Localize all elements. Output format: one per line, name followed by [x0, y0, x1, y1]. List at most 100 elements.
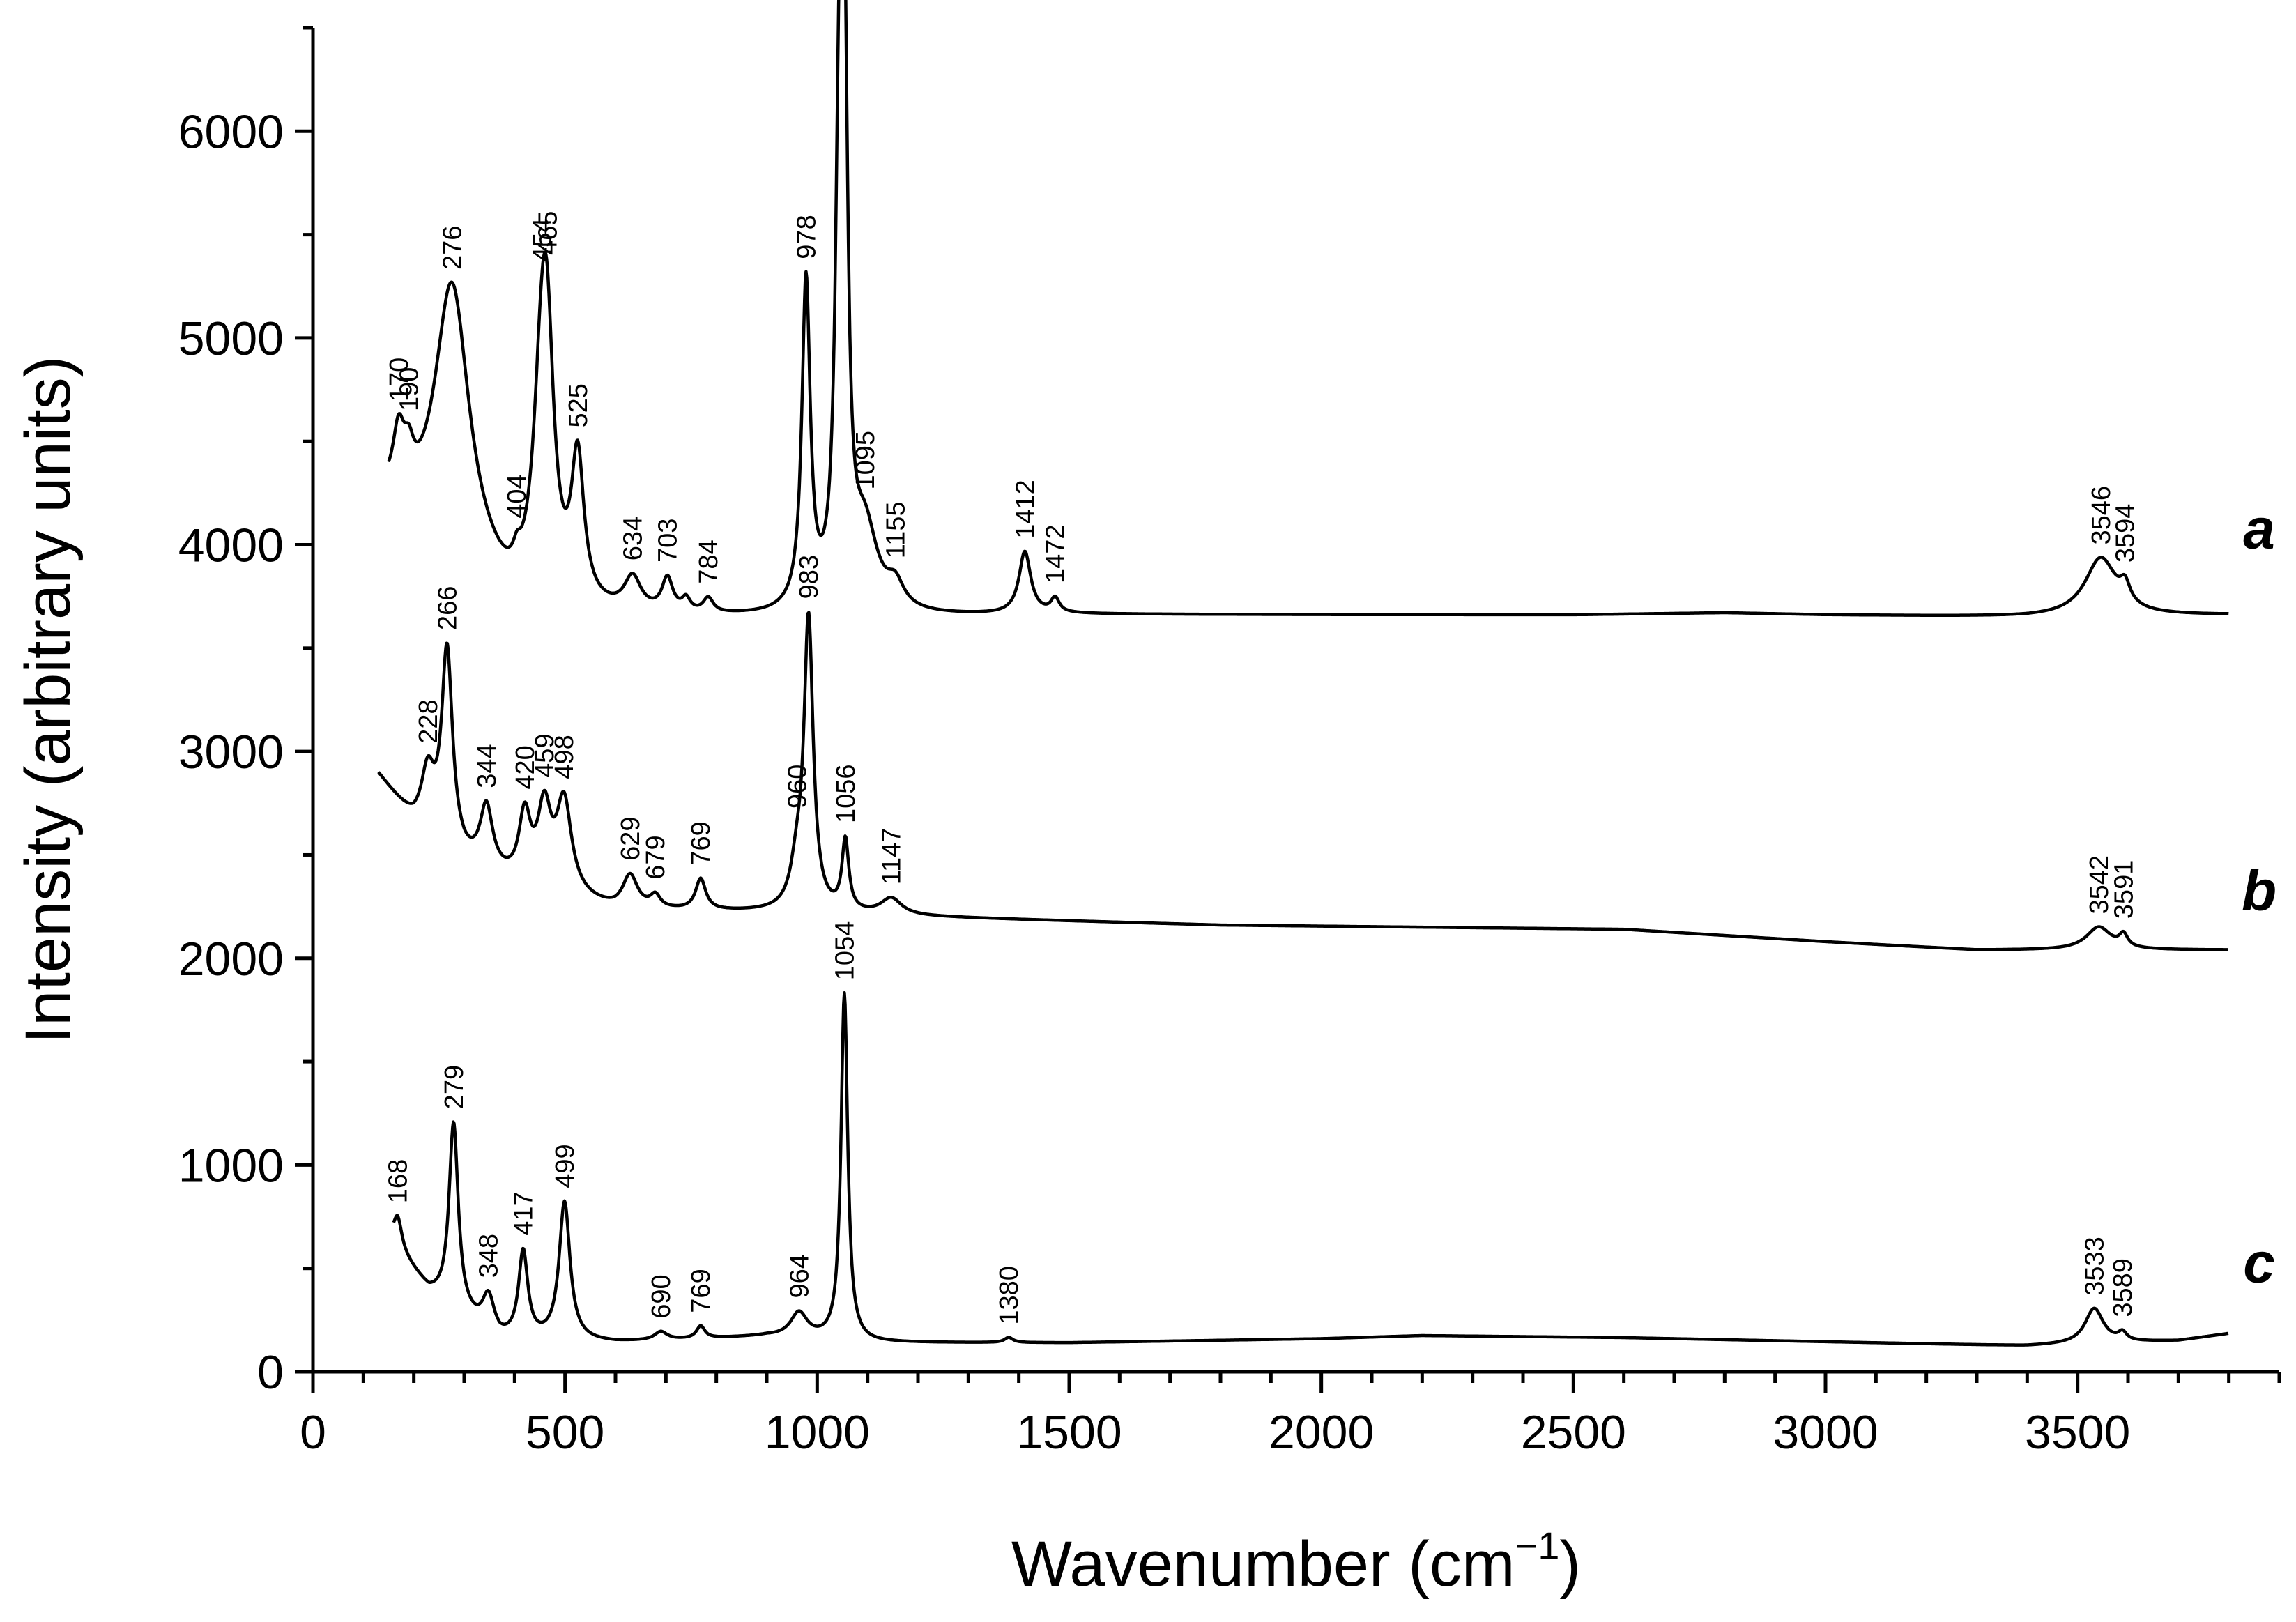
peak-label-text: 634 — [619, 517, 648, 560]
y-tick-label: 2000 — [178, 933, 284, 986]
peak-label-text: 465 — [533, 211, 562, 255]
peak-label-b-228: 228 — [414, 699, 443, 743]
peak-label-text: 784 — [694, 540, 724, 583]
peak-label-text: 190 — [395, 367, 424, 411]
x-tick-label: 500 — [526, 1406, 604, 1459]
peak-label-a-978: 978 — [792, 215, 821, 259]
peak-label-text: 498 — [550, 735, 579, 779]
peak-label-text: 1472 — [1041, 524, 1071, 583]
peak-label-text: 983 — [795, 555, 824, 599]
peak-label-a-276: 276 — [438, 226, 468, 270]
peak-label-c-964: 964 — [785, 1254, 814, 1298]
peak-label-text: 266 — [433, 586, 462, 630]
peak-label-text: 1095 — [851, 431, 880, 490]
peak-label-b-960: 960 — [783, 765, 812, 809]
peak-label-c-1054: 1054 — [830, 921, 859, 981]
y-tick-label: 1000 — [178, 1139, 284, 1192]
x-tick-label: 3000 — [1773, 1406, 1878, 1459]
peak-label-b-344: 344 — [473, 744, 502, 788]
peak-label-text: 3542 — [2085, 855, 2114, 915]
peak-label-text: 978 — [792, 215, 821, 259]
peak-label-text: 3594 — [2111, 504, 2141, 563]
peak-labels: 1701902764044544655256347037849781044105… — [384, 211, 2141, 1325]
peak-label-text: 964 — [785, 1254, 814, 1298]
peak-label-text: 276 — [438, 226, 468, 270]
peak-label-a-3594: 3594 — [2111, 504, 2141, 563]
peak-label-c-769: 769 — [687, 1269, 716, 1313]
peak-label-a-703: 703 — [654, 519, 683, 563]
peak-label-b-983: 983 — [795, 555, 824, 599]
spectra: a b c — [377, 0, 2276, 1347]
spectrum-line-c — [392, 990, 2230, 1347]
peak-label-b-769: 769 — [687, 821, 716, 865]
peak-label-b-1147: 1147 — [878, 828, 907, 885]
peak-label-text: 344 — [473, 744, 502, 788]
peak-label-text: 417 — [510, 1191, 539, 1235]
peak-label-a-1412: 1412 — [1011, 480, 1040, 539]
peak-label-c-499: 499 — [551, 1144, 580, 1188]
peak-label-c-3533: 3533 — [2081, 1237, 2110, 1296]
peak-label-text: 3546 — [2087, 486, 2116, 545]
peak-label-text: 1380 — [995, 1266, 1024, 1325]
y-tick-label: 6000 — [178, 105, 284, 158]
peak-label-c-168: 168 — [384, 1159, 413, 1203]
peak-label-text: 769 — [687, 1269, 716, 1313]
peak-label-text: 459 — [530, 733, 560, 777]
x-tick-label: 2000 — [1269, 1406, 1374, 1459]
peak-label-b-459: 459 — [530, 733, 560, 777]
peak-label-text: 420 — [511, 745, 540, 789]
peak-label-b-266: 266 — [433, 586, 462, 630]
peak-label-text: 960 — [783, 765, 812, 809]
peak-label-a-1472: 1472 — [1041, 524, 1071, 583]
peak-label-text: 1155 — [882, 501, 911, 558]
peak-label-text: 1054 — [830, 921, 859, 981]
peak-label-a-170: 170 — [385, 358, 414, 401]
x-tick-label: 3500 — [2025, 1406, 2130, 1459]
peak-label-b-498: 498 — [550, 735, 579, 779]
peak-label-text: 703 — [654, 519, 683, 563]
peak-label-text: 690 — [647, 1274, 676, 1318]
peak-label-text: 454 — [528, 218, 557, 262]
spectrum-line-b — [377, 611, 2230, 951]
peak-label-a-784: 784 — [694, 540, 724, 583]
peak-label-b-1056: 1056 — [832, 764, 861, 823]
peak-label-b-629: 629 — [616, 816, 645, 860]
peak-label-b-679: 679 — [641, 835, 671, 879]
x-tick-label: 0 — [300, 1406, 326, 1459]
peak-label-c-348: 348 — [475, 1234, 504, 1278]
peak-label-text: 679 — [641, 835, 671, 879]
peak-label-a-454: 454 — [528, 218, 557, 262]
peak-label-c-1380: 1380 — [995, 1266, 1024, 1325]
peak-label-c-279: 279 — [440, 1065, 469, 1109]
peak-label-text: 279 — [440, 1065, 469, 1109]
peak-label-text: 3589 — [2109, 1258, 2138, 1317]
peak-label-b-3591: 3591 — [2110, 860, 2139, 919]
series-label-c: c — [2243, 1232, 2275, 1295]
y-tick-label: 5000 — [178, 312, 284, 365]
peak-label-a-3546: 3546 — [2087, 486, 2116, 545]
x-axis-title: Wavenumber (cm−1) — [1011, 1524, 1581, 1600]
peak-label-b-3542: 3542 — [2085, 855, 2114, 915]
peak-label-a-465: 465 — [533, 211, 562, 255]
peak-label-a-404: 404 — [503, 474, 532, 518]
peak-label-text: 499 — [551, 1144, 580, 1188]
x-axis-title-sup: −1 — [1515, 1524, 1560, 1568]
x-tick-label: 2500 — [1521, 1406, 1626, 1459]
peak-label-text: 170 — [385, 358, 414, 401]
x-axis-title-main: Wavenumber (cm — [1011, 1529, 1515, 1600]
peak-label-text: 629 — [616, 816, 645, 860]
peak-label-b-420: 420 — [511, 745, 540, 789]
peak-label-text: 348 — [475, 1234, 504, 1278]
peak-label-text: 3533 — [2081, 1237, 2110, 1296]
peak-label-text: 769 — [687, 821, 716, 865]
peak-label-a-525: 525 — [564, 383, 593, 427]
series-label-b: b — [2242, 859, 2276, 923]
peak-label-text: 1412 — [1011, 480, 1040, 539]
y-tick-label: 4000 — [178, 519, 284, 572]
peak-label-text: 525 — [564, 383, 593, 427]
x-tick-label: 1000 — [765, 1406, 870, 1459]
y-tick-label: 0 — [257, 1346, 284, 1399]
peak-label-c-417: 417 — [510, 1191, 539, 1235]
series-label-a: a — [2243, 498, 2275, 561]
x-tick-label: 1500 — [1016, 1406, 1122, 1459]
